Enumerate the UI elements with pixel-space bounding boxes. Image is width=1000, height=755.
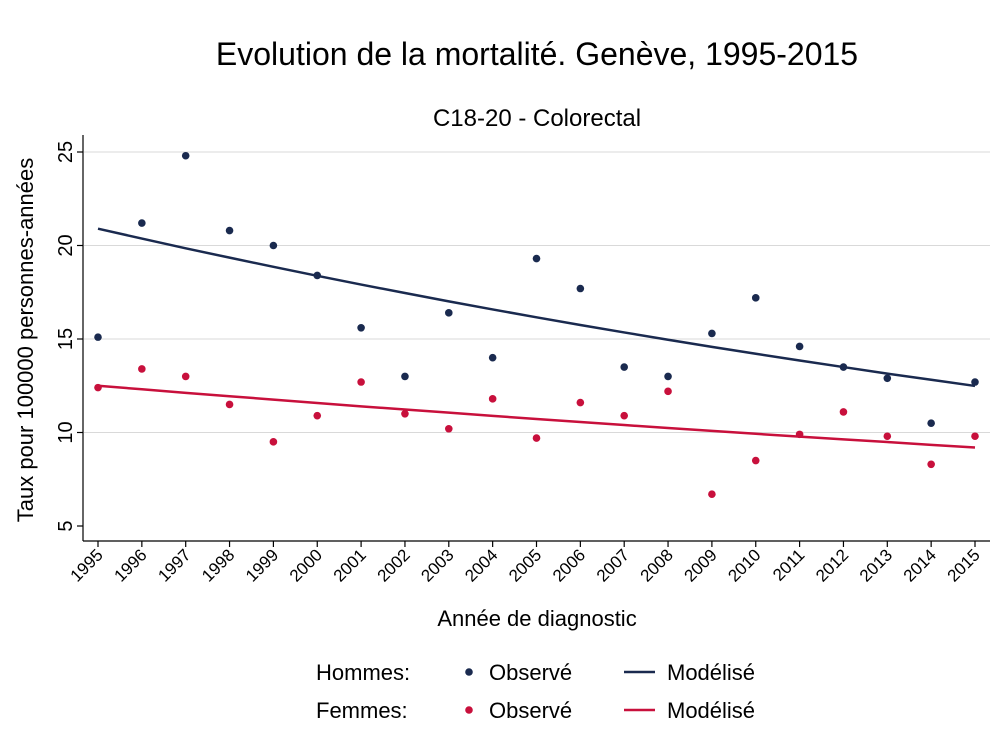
x-tick-label: 2008 bbox=[637, 545, 677, 585]
x-tick-label: 2007 bbox=[593, 545, 633, 585]
x-tick-label: 1997 bbox=[154, 545, 194, 585]
data-point-0-2005 bbox=[532, 254, 541, 263]
data-point-0-2004 bbox=[488, 353, 497, 362]
data-point-0-2000 bbox=[313, 271, 322, 280]
legend-label-femmes-modeled: Modélisé bbox=[667, 698, 755, 723]
data-point-2-2008 bbox=[664, 387, 672, 396]
x-tick-label: 2015 bbox=[944, 545, 984, 585]
data-point-2-2009 bbox=[708, 490, 716, 499]
x-axis-label: Année de diagnostic bbox=[437, 606, 636, 631]
chart-subtitle: C18-20 - Colorectal bbox=[433, 105, 641, 132]
data-point-0-1999 bbox=[269, 241, 278, 250]
data-point-0-2001 bbox=[357, 323, 365, 332]
data-point-2-1998 bbox=[225, 400, 234, 409]
data-point-2-1999 bbox=[269, 438, 278, 446]
x-tick-label: 2014 bbox=[900, 545, 940, 585]
x-tick-label: 2004 bbox=[461, 545, 501, 585]
data-point-0-2011 bbox=[795, 342, 804, 351]
data-point-0-1998 bbox=[225, 226, 234, 235]
y-tick-label: 10 bbox=[55, 421, 77, 443]
data-point-2-2003 bbox=[445, 424, 453, 433]
legend-group-hommes: Hommes: bbox=[316, 660, 410, 685]
y-tick-label: 5 bbox=[55, 520, 77, 531]
data-point-0-1997 bbox=[181, 151, 190, 160]
legend-label-hommes-observed: Observé bbox=[489, 660, 572, 685]
grid bbox=[84, 151, 990, 433]
data-point-2-2015 bbox=[971, 432, 979, 441]
data-point-2-2013 bbox=[883, 432, 892, 441]
x-tick-label: 2006 bbox=[549, 545, 589, 585]
model-line-3 bbox=[97, 384, 976, 449]
data-point-0-2010 bbox=[751, 294, 760, 302]
legend-label-hommes-modeled: Modélisé bbox=[667, 660, 755, 685]
data-point-0-2002 bbox=[401, 372, 409, 381]
data-point-0-2012 bbox=[839, 363, 848, 371]
marks bbox=[94, 151, 979, 499]
data-point-0-2015 bbox=[971, 378, 979, 386]
x-tick-label: 1999 bbox=[242, 545, 282, 585]
data-point-2-2001 bbox=[357, 378, 365, 386]
data-point-2-2000 bbox=[313, 411, 322, 420]
legend-marker-femmes-observed bbox=[465, 706, 473, 714]
x-tick-label: 1998 bbox=[198, 545, 238, 585]
data-point-2-2011 bbox=[795, 430, 804, 439]
legend-group-femmes: Femmes: bbox=[316, 698, 408, 723]
x-tick-label: 2000 bbox=[286, 545, 326, 585]
legend-label-femmes-observed: Observé bbox=[489, 698, 572, 723]
data-point-0-2007 bbox=[620, 363, 628, 371]
x-tick-label: 2002 bbox=[374, 545, 414, 585]
x-tick-label: 2001 bbox=[330, 545, 370, 585]
data-point-2-2002 bbox=[401, 410, 409, 418]
data-point-0-2013 bbox=[883, 374, 892, 383]
x-tick-label: 1995 bbox=[67, 545, 107, 585]
legend-marker-hommes-observed bbox=[465, 668, 473, 676]
data-point-0-1995 bbox=[94, 333, 102, 341]
y-tick-label: 15 bbox=[55, 328, 77, 350]
data-point-2-2005 bbox=[532, 434, 541, 442]
x-tick-label: 2005 bbox=[505, 545, 545, 585]
data-point-2-1996 bbox=[138, 365, 146, 373]
x-tick-label: 2003 bbox=[417, 545, 457, 585]
y-axis-label: Taux pour 100000 personnes-années bbox=[13, 158, 38, 523]
x-tick-label: 2013 bbox=[856, 545, 896, 585]
x-tick-label: 2009 bbox=[681, 545, 721, 585]
data-point-2-1995 bbox=[94, 383, 102, 392]
data-point-0-2006 bbox=[576, 284, 585, 293]
chart-title: Evolution de la mortalité. Genève, 1995-… bbox=[216, 36, 858, 72]
data-point-2-2014 bbox=[927, 460, 935, 469]
x-tick-label: 2012 bbox=[812, 545, 852, 585]
legend: Hommes: Observé Modélisé Femmes: Observé… bbox=[316, 660, 755, 723]
data-point-0-1996 bbox=[138, 219, 146, 227]
data-point-2-2006 bbox=[576, 398, 585, 407]
x-tick-label: 2010 bbox=[724, 545, 764, 585]
model-line-1 bbox=[97, 227, 976, 388]
y-tick-label: 25 bbox=[55, 141, 77, 163]
y-tick-label: 20 bbox=[55, 234, 77, 256]
data-point-0-2003 bbox=[445, 309, 453, 317]
data-point-2-2004 bbox=[488, 395, 497, 403]
x-tick-label: 1996 bbox=[110, 545, 150, 585]
data-point-0-2014 bbox=[927, 419, 935, 427]
data-point-0-2008 bbox=[664, 372, 672, 381]
x-tick-label: 2011 bbox=[769, 545, 808, 584]
data-point-2-2010 bbox=[751, 456, 760, 465]
data-point-2-1997 bbox=[181, 372, 190, 381]
data-point-2-2012 bbox=[839, 408, 848, 416]
data-point-2-2007 bbox=[620, 411, 628, 420]
data-point-0-2009 bbox=[708, 329, 716, 338]
